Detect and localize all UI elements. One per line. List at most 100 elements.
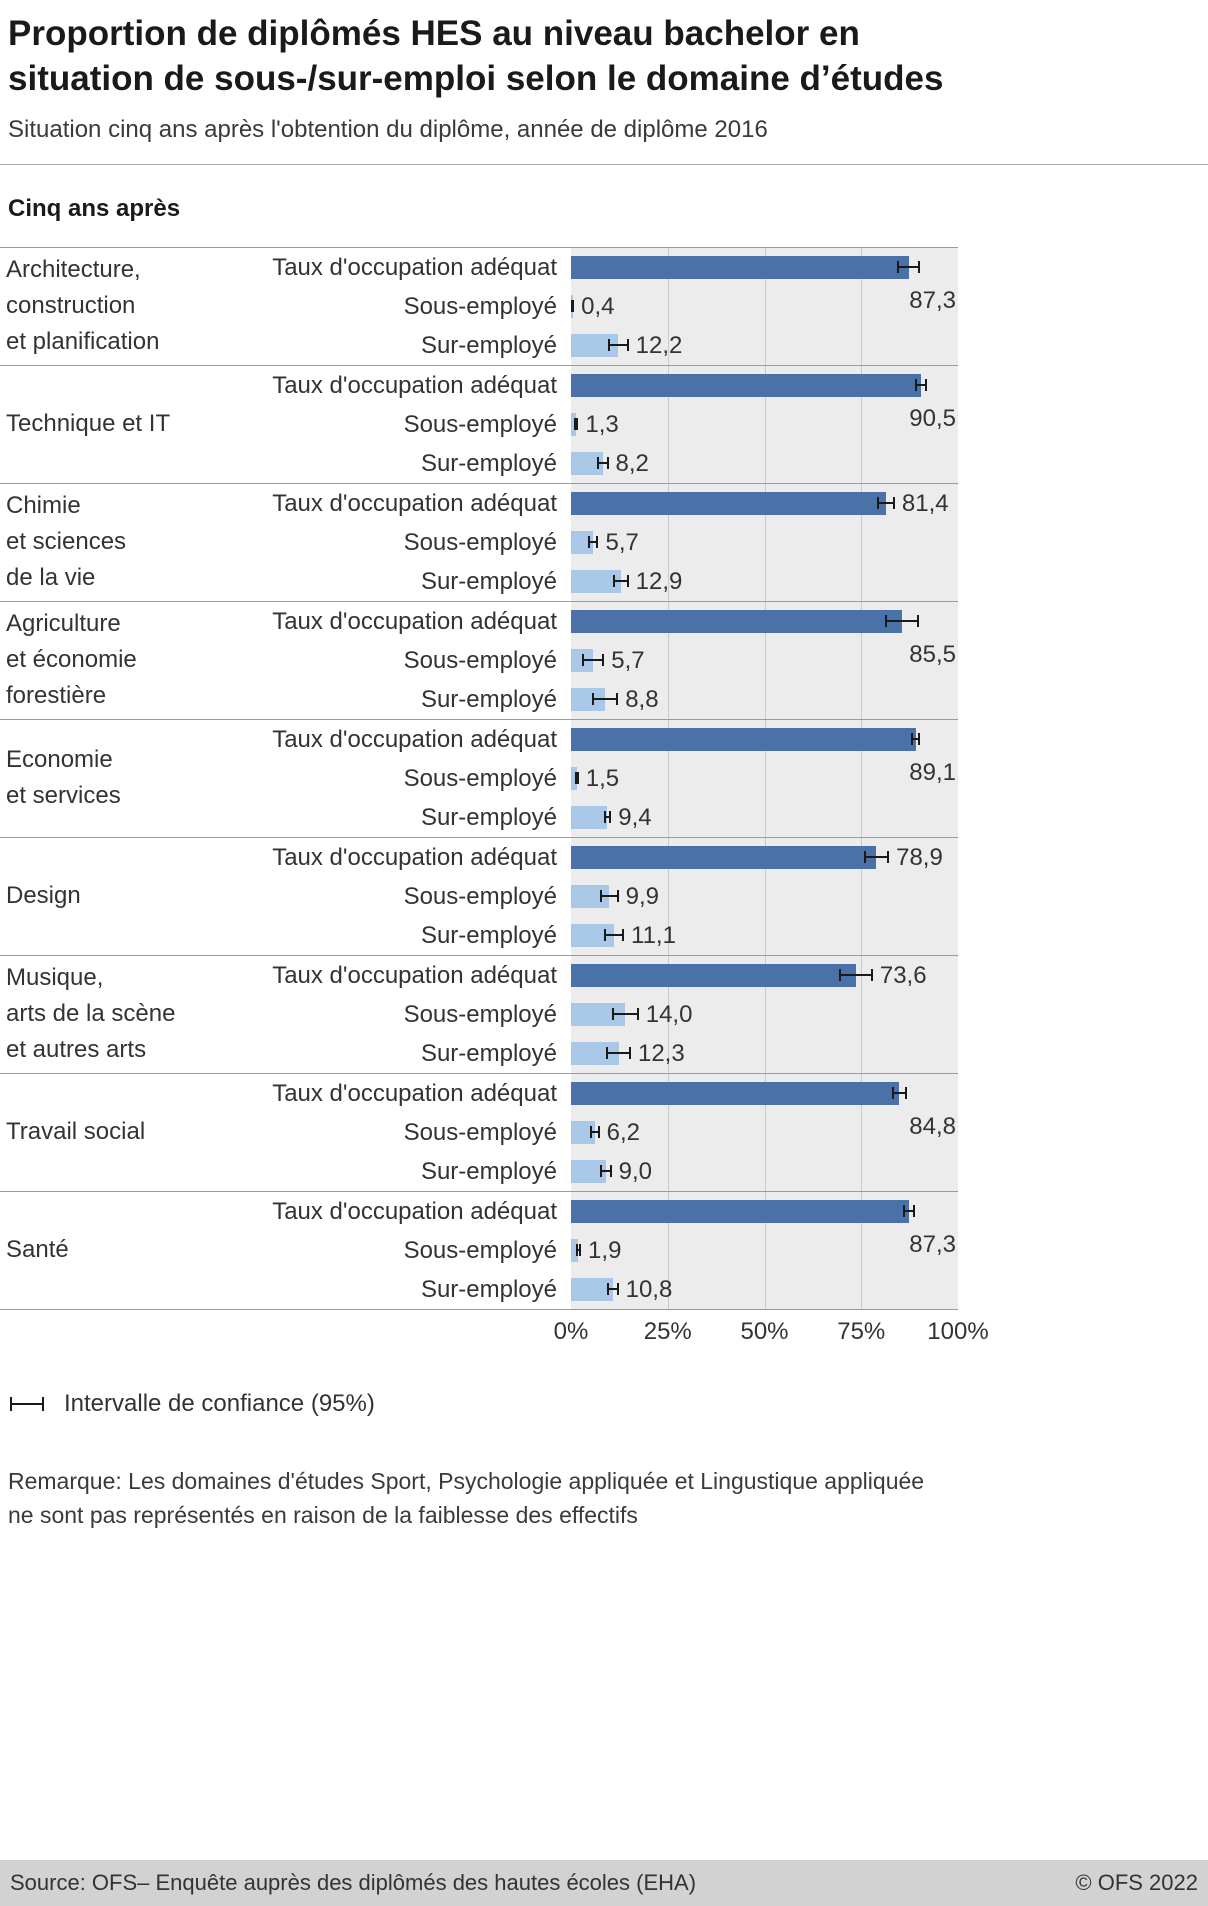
domain-block: Agriculture et économie forestière Taux d'o… [0,600,958,719]
gridline [861,247,863,365]
bar [571,1238,579,1262]
bar-row: 84,8 [571,1074,958,1140]
domain-label-line: Design [6,882,81,910]
bar-row: 1,5 [571,759,958,798]
domain-block: Musique, arts de la scène et autres arts Ta… [0,954,958,1073]
gridline [861,601,863,719]
bar-category-label: Sur-employé [420,1039,557,1067]
error-bar [606,1282,619,1295]
subtitle: Situation cinq ans après l'obtention du … [8,115,768,143]
value-label: 9,9 [625,882,659,910]
domain-label-line: de la vie [6,564,96,592]
error-bar [590,1125,600,1138]
bar-category-label: Sous-employé [403,1000,557,1028]
domain-block: Economie et services Taux d'occupation adé… [0,718,958,837]
bar-row: 87,3 [571,1192,958,1258]
bar-category-label: Sur-employé [420,921,557,949]
legend: Intervalle de confiance (95%) [10,1390,1200,1418]
domain-label-line: construction [6,292,136,320]
bar-category-label: Taux d'occupation adéquat [272,725,557,753]
domain-label-line: forestière [6,682,107,710]
error-bar [603,810,612,823]
value-label: 89,1 [909,758,956,786]
gridline [764,483,766,601]
value-label: 8,8 [625,685,659,713]
bar-row: 1,9 [571,1231,958,1270]
header: Proportion de diplômés HES au niveau bac… [0,0,1208,164]
domain-label-line: et services [6,782,121,810]
value-label: 1,3 [585,410,619,438]
domain-label-line: et économie [6,646,137,674]
bar-labels-column: Taux d'occupation adéquat Sous-employé Sur… [222,366,571,483]
domain-label-line: arts de la scène [6,1000,176,1028]
value-label: 6,2 [606,1118,640,1146]
gridline [764,365,766,483]
value-label: 85,5 [909,640,956,668]
bar-row: 12,3 [571,1034,958,1073]
page-title: Proportion de diplômés HES au niveau bac… [8,12,1200,102]
error-bar [902,1204,916,1217]
gridline [764,837,766,955]
domain-label-line: et planification [6,328,160,356]
bar-labels-column: Taux d'occupation adéquat Sous-employé Sur… [222,484,571,601]
legend-label: Intervalle de confiance (95%) [64,1389,375,1417]
x-tick-label: 100% [927,1317,989,1345]
domain-label: Santé [0,1192,222,1309]
domain-block: Design Taux d'occupation adéquat Sous-empl… [0,836,958,955]
bar-row: 90,5 [571,366,958,432]
remark-line-1: Remarque: Les domaines d'études Sport, P… [8,1467,925,1494]
bar-category-label: Sous-employé [403,646,557,674]
gridline [861,837,863,955]
domain-block: Technique et IT Taux d'occupation adéquat… [0,364,958,483]
value-label: 81,4 [901,489,949,517]
plot-area: 90,5 1,3 8,2 [571,365,958,483]
value-label: 5,7 [611,646,645,674]
bar-category-label: Taux d'occupation adéquat [272,371,557,399]
bar-row: 78,9 [571,838,958,877]
bar-category-label: Sous-employé [403,1236,557,1264]
bar-row: 11,1 [571,916,958,955]
error-bar [897,260,921,273]
bar [571,569,621,593]
title-line-1: Proportion de diplômés HES au niveau bac… [8,14,860,53]
domain-label: Economie et services [0,720,222,837]
value-label: 12,9 [635,567,683,595]
bar-row: 12,9 [571,562,958,601]
domain-label-line: Agriculture [6,610,121,638]
domain-block: Travail social Taux d'occupation adéquat S… [0,1072,958,1191]
error-bar [838,968,873,981]
bar-category-label: Taux d'occupation adéquat [272,607,557,635]
error-bar [587,535,599,548]
error-bar [863,850,890,863]
plot-area: 81,4 5,7 12,9 [571,483,958,601]
bar-row: 14,0 [571,995,958,1034]
domain-label: Chimie et sciences de la vie [0,484,222,601]
bar [571,687,606,711]
gridline [667,365,669,483]
confidence-interval-icon [10,1396,44,1412]
plot-area: 87,3 1,9 10,8 [571,1191,958,1309]
plot-area: 87,3 0,4 12,2 [571,247,958,365]
bar [571,845,877,869]
error-bar [574,771,579,784]
value-label: 73,6 [879,961,927,989]
bar-category-label: Taux d'occupation adéquat [272,843,557,871]
bar [571,1120,595,1144]
bar-category-label: Sur-employé [420,331,557,359]
bar-row: 8,2 [571,444,958,483]
footer: Source: OFS– Enquête auprès des diplômés… [0,1860,1208,1906]
bar-category-label: Sur-employé [420,1275,557,1303]
bar-category-label: Taux d'occupation adéquat [272,1197,557,1225]
bar-labels-column: Taux d'occupation adéquat Sous-employé Sur… [222,838,571,955]
domain-label-line: Architecture, [6,256,141,284]
bar [571,333,619,357]
value-label: 12,3 [637,1039,685,1067]
domain-label: Design [0,838,222,955]
bar-row: 87,3 [571,248,958,314]
bar-row: 10,8 [571,1270,958,1309]
error-bar [600,889,619,902]
bar-row: 73,6 [571,956,958,995]
remark: Remarque: Les domaines d'études Sport, P… [8,1464,1200,1533]
domain-label-line: et autres arts [6,1036,147,1064]
error-bar [575,1243,582,1256]
